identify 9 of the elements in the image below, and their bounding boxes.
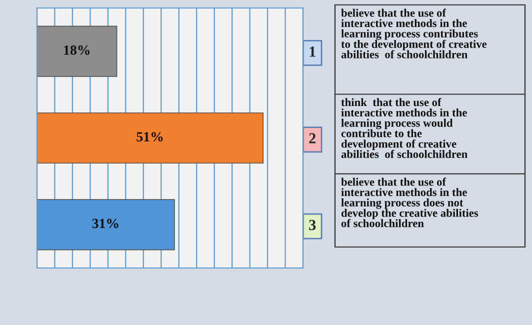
y-tick-label: 3	[309, 220, 316, 230]
data-label: 31%	[92, 218, 118, 228]
text: think that the use of interactive methods in the learning process would contribute to the development of creative abilities of schoolchildren	[341, 98, 468, 158]
y-tick-label: 2	[309, 133, 316, 144]
y-tick-label: 1	[310, 46, 316, 57]
text: believe that the use of interactive methods in the learning process does not develop the creative abilities of schoolchildren	[341, 178, 478, 228]
text: believe that the use of interactive methods in the learning process contributes to the development of creative abilities of schoolchildren	[341, 8, 487, 58]
data-label: 51%	[136, 132, 163, 142]
data-label: 18%	[64, 45, 90, 55]
